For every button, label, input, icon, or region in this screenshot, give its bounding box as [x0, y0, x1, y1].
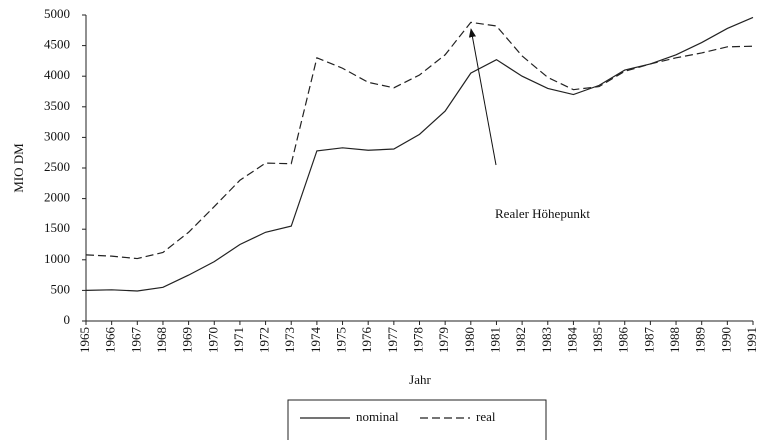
x-tick-label: 1991 — [744, 327, 759, 353]
x-tick-label: 1979 — [436, 327, 451, 353]
y-tick-label: 5000 — [44, 6, 70, 21]
x-tick-label: 1978 — [410, 327, 425, 353]
x-tick-label: 1986 — [616, 327, 631, 354]
x-tick-label: 1977 — [385, 327, 400, 354]
x-tick-label: 1973 — [282, 327, 297, 353]
x-tick-label: 1968 — [154, 327, 169, 353]
x-tick-label: 1990 — [718, 327, 733, 353]
x-axis-label: Jahr — [409, 372, 431, 387]
y-tick-label: 3000 — [44, 128, 70, 143]
x-tick-label: 1983 — [539, 327, 554, 353]
y-tick-label: 500 — [51, 281, 71, 296]
x-tick-label: 1967 — [128, 327, 143, 354]
x-tick-label: 1969 — [180, 327, 195, 353]
x-tick-label: 1987 — [641, 327, 656, 354]
x-tick-label: 1988 — [667, 327, 682, 353]
annotation: Realer Höhepunkt — [495, 206, 590, 221]
x-tick-label: 1972 — [257, 327, 272, 353]
x-tick-label: 1985 — [590, 327, 605, 353]
x-tick-label: 1984 — [564, 327, 579, 354]
x-tick-label: 1989 — [693, 327, 708, 353]
legend-label: real — [476, 409, 496, 424]
y-axis-label: MIO DM — [11, 143, 26, 193]
legend-label: nominal — [356, 409, 399, 424]
x-tick-label: 1974 — [308, 327, 323, 354]
x-tick-label: 1982 — [513, 327, 528, 353]
line-series — [85, 16, 754, 292]
x-tick-label: 1975 — [334, 327, 349, 353]
y-tick-label: 2500 — [44, 159, 70, 174]
y-tick-label: 3500 — [44, 98, 70, 113]
x-tick-label: 1965 — [77, 327, 92, 353]
x-tick-label: 1966 — [103, 327, 118, 354]
y-tick-label: 4500 — [44, 37, 70, 52]
x-tick-label: 1971 — [231, 327, 246, 353]
y-tick-label: 2000 — [44, 190, 70, 205]
y-tick-label: 1500 — [44, 220, 70, 235]
legend-box — [287, 399, 547, 440]
x-tick-label: 1980 — [462, 327, 477, 353]
x-tick-label: 1981 — [487, 327, 502, 353]
y-tick-label: 0 — [64, 312, 71, 327]
y-tick-label: 4000 — [44, 67, 70, 82]
y-tick-label: 1000 — [44, 251, 70, 266]
x-tick-label: 1976 — [359, 327, 374, 354]
x-tick-label: 1970 — [205, 327, 220, 353]
annotation-arrow — [468, 28, 497, 166]
line-series — [85, 21, 754, 260]
